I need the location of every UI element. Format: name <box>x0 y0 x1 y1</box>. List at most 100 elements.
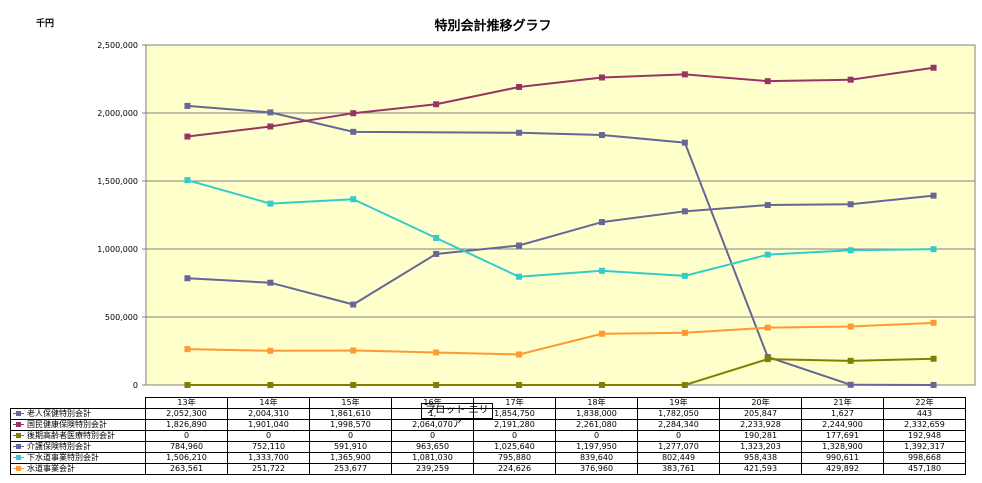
series-6-point <box>598 330 605 337</box>
table-header-row: 13年 14年 15年 16年 17年 18年 19年 20年 21年 22年 <box>10 397 966 409</box>
data-label: 2,064,070 <box>391 419 474 431</box>
data-label: 2,191,280 <box>473 419 556 431</box>
y-axis: 0 500,000 1,000,000 1,500,000 2,000,000 2,500… <box>97 41 146 390</box>
legend-entry: 後期高齢者医療特別会計 <box>10 430 146 442</box>
data-label: 1,081,030 <box>391 452 474 464</box>
data-label: 205,847 <box>719 408 802 420</box>
series-line-5 <box>187 179 934 278</box>
series-6-point <box>847 323 854 330</box>
legend-key <box>13 444 24 449</box>
series-5-point <box>516 273 523 280</box>
data-label: 1,365,900 <box>309 452 392 464</box>
data-label: 376,960 <box>555 463 638 475</box>
series-2-point <box>350 110 357 117</box>
data-label: 1,627 <box>801 408 884 420</box>
legend-key <box>13 466 24 471</box>
series-line-6 <box>187 321 934 356</box>
data-label: 802,449 <box>637 452 720 464</box>
data-label: 1,333,700 <box>227 452 310 464</box>
legend-entry: 老人保健特別会計 <box>10 408 146 420</box>
data-label: 1,025,640 <box>473 441 556 453</box>
data-label: 958,438 <box>719 452 802 464</box>
series-1-point <box>598 132 605 139</box>
series-3-point <box>184 382 191 388</box>
y-tick-label: 0 <box>133 381 138 390</box>
series-1-point <box>350 128 357 135</box>
series-4-point <box>598 219 605 226</box>
data-label: 1,854,750 <box>473 408 556 420</box>
x-tick-label: 22年 <box>883 397 966 409</box>
series-line-4 <box>187 194 934 306</box>
x-tick-label: 13年 <box>145 397 228 409</box>
data-label: 253,677 <box>309 463 392 475</box>
x-tick-label: 16年 <box>391 397 474 409</box>
data-label: 0 <box>309 430 392 442</box>
series-2-point <box>847 76 854 83</box>
data-label: 752,110 <box>227 441 310 453</box>
series-2-point <box>184 133 191 140</box>
data-label: 998,668 <box>883 452 966 464</box>
series-4-point <box>267 279 274 286</box>
legend-label: 国民健康保険特別会計 <box>27 420 107 430</box>
data-label: 2,004,310 <box>227 408 310 420</box>
data-label: 0 <box>555 430 638 442</box>
series-layer <box>184 64 937 388</box>
data-label: 0 <box>391 430 474 442</box>
series-6-point <box>930 319 937 326</box>
series-1-point <box>267 109 274 116</box>
table-row: 水道事業会計 263,561 251,722 253,677 239,259 224,62… <box>10 463 966 475</box>
data-label: 1,506,210 <box>145 452 228 464</box>
series-4-point <box>350 301 357 308</box>
y-tick-label: 1,500,000 <box>97 177 138 186</box>
series-1-point <box>681 139 688 146</box>
data-label: 251,722 <box>227 463 310 475</box>
series-6-point <box>267 347 274 354</box>
y-tick-label: 2,500,000 <box>97 41 138 50</box>
series-4-point <box>184 275 191 282</box>
series-4-point <box>764 202 771 209</box>
series-2-point <box>433 101 440 108</box>
series-5-point <box>847 247 854 254</box>
data-label: 457,180 <box>883 463 966 475</box>
data-label: 0 <box>473 430 556 442</box>
series-5-point <box>930 246 937 253</box>
data-label: 383,761 <box>637 463 720 475</box>
legend-entry: 下水道事業特別会計 <box>10 452 146 464</box>
data-label: 1,197,950 <box>555 441 638 453</box>
data-label: 239,259 <box>391 463 474 475</box>
series-5-point <box>350 196 357 203</box>
series-6-point <box>433 349 440 356</box>
data-label: 1,826,890 <box>145 419 228 431</box>
legend-entry: 介護保険特別会計 <box>10 441 146 453</box>
data-label: 2,233,928 <box>719 419 802 431</box>
plot-area[interactable] <box>145 44 976 386</box>
series-3-point <box>764 356 771 363</box>
data-label: 0 <box>227 430 310 442</box>
series-3-point <box>847 357 854 364</box>
data-label: 2,244,900 <box>801 419 884 431</box>
series-2-point <box>598 74 605 81</box>
x-tick-label: 15年 <box>309 397 392 409</box>
x-tick-label: 14年 <box>227 397 310 409</box>
data-label: 443 <box>883 408 966 420</box>
series-3-point <box>433 382 440 388</box>
line-chart: 特別会計推移グラフ 千円 0 500,000 1,000,000 1,500,000 2… <box>36 17 976 390</box>
data-label: 0 <box>145 430 228 442</box>
series-5-point <box>184 177 191 184</box>
series-1-point <box>184 102 191 109</box>
gridlines <box>146 44 975 318</box>
data-label: 1,998,570 <box>309 419 392 431</box>
series-3-point <box>516 382 523 388</box>
legend-entry: 水道事業会計 <box>10 463 146 475</box>
x-tick-label: 17年 <box>473 397 556 409</box>
data-label: 177,691 <box>801 430 884 442</box>
data-label: 2,261,080 <box>555 419 638 431</box>
legend-label: 水道事業会計 <box>27 464 75 474</box>
data-table: 13年 14年 15年 16年 17年 18年 19年 20年 21年 22年 老人保健特別会計 2,… <box>10 397 966 475</box>
y-tick-label: 500,000 <box>105 313 138 322</box>
legend-entry: 国民健康保険特別会計 <box>10 419 146 431</box>
series-5-point <box>681 272 688 279</box>
data-label: 1,277,070 <box>637 441 720 453</box>
data-label: 263,561 <box>145 463 228 475</box>
series-1-point <box>847 381 854 388</box>
